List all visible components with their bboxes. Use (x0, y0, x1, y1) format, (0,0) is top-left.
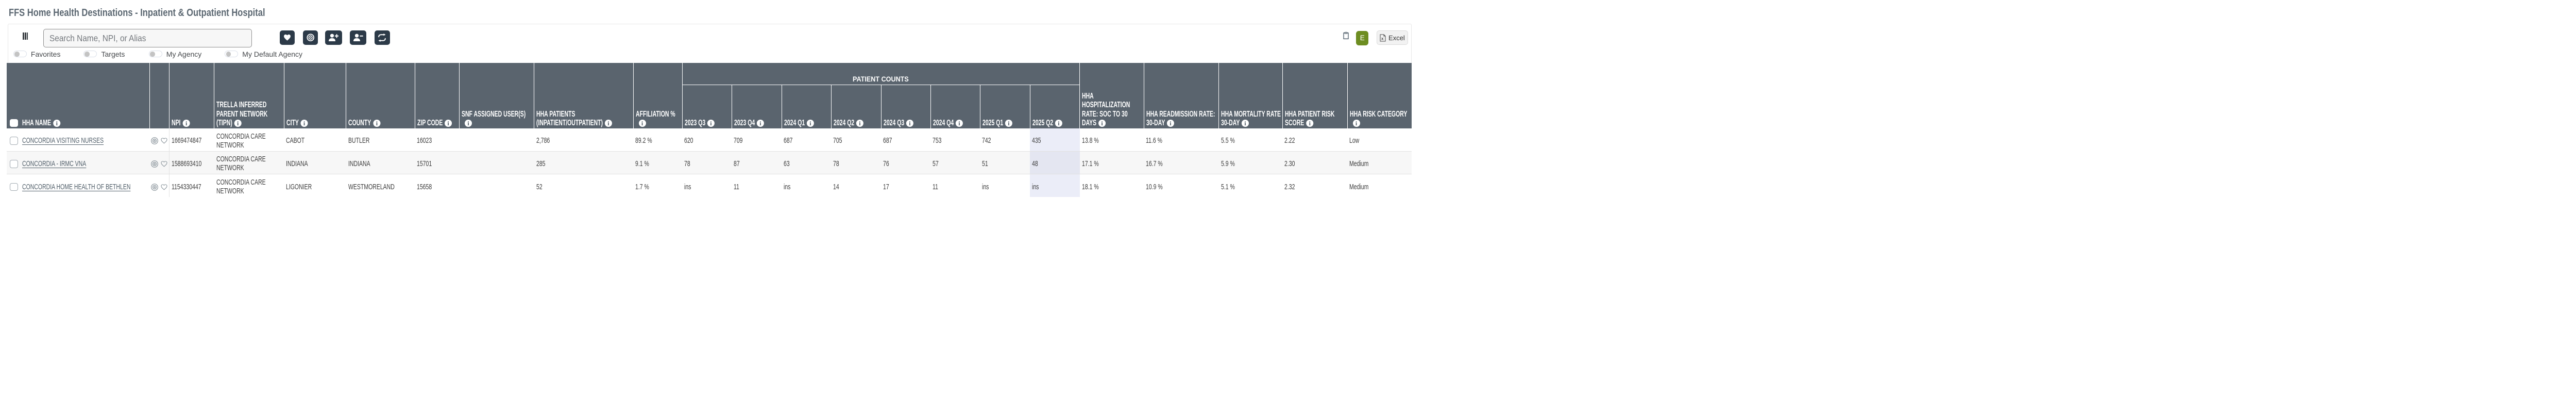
svg-text:x: x (1381, 36, 1384, 41)
